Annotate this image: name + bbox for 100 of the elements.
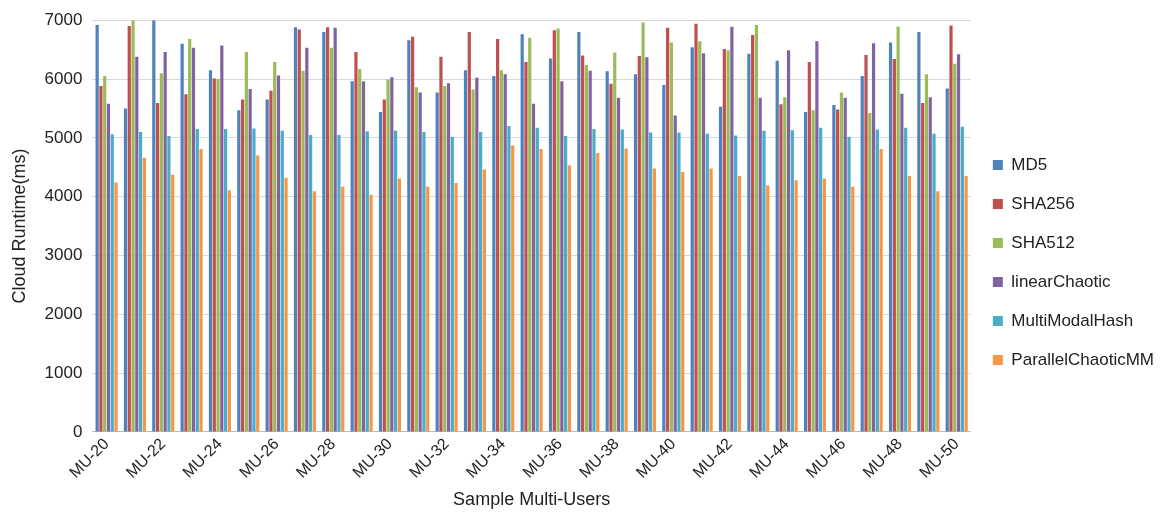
bar — [471, 89, 475, 432]
bar — [180, 43, 184, 432]
bar — [106, 103, 111, 432]
bar — [256, 155, 260, 432]
bar — [900, 93, 904, 432]
bar — [564, 136, 568, 432]
bar — [726, 50, 730, 432]
bar — [223, 129, 228, 432]
bar — [463, 70, 468, 432]
bar — [184, 94, 188, 432]
bar — [95, 24, 99, 432]
bar — [624, 148, 628, 432]
bar — [832, 104, 836, 432]
bar — [730, 26, 734, 432]
legend-label: MD5 — [1011, 154, 1048, 174]
bar — [435, 92, 439, 432]
bar — [924, 74, 929, 432]
bar — [807, 61, 811, 432]
bar — [191, 47, 196, 432]
bar — [949, 25, 953, 432]
bar — [803, 111, 808, 432]
bar — [329, 47, 333, 432]
bar — [248, 89, 252, 432]
y-tick-label: 6000 — [44, 68, 83, 88]
bar — [819, 127, 823, 432]
bar — [422, 131, 426, 432]
bar — [499, 70, 504, 432]
bar — [212, 78, 216, 432]
bar — [645, 57, 649, 432]
bar — [836, 109, 840, 432]
bar — [293, 27, 298, 432]
bar — [722, 49, 726, 432]
bar — [701, 53, 706, 432]
bar — [677, 132, 681, 432]
bar — [167, 136, 171, 432]
bar — [839, 92, 844, 432]
bar — [411, 36, 415, 432]
y-tick-label: 0 — [72, 421, 83, 441]
bar — [273, 61, 277, 432]
bar — [747, 53, 751, 432]
bar — [917, 31, 921, 432]
bar — [851, 186, 855, 432]
bar — [418, 92, 422, 432]
bar — [467, 31, 471, 432]
bar — [964, 176, 968, 432]
bar — [326, 27, 330, 432]
bar — [341, 186, 345, 432]
bar — [535, 127, 539, 432]
bar — [511, 145, 515, 432]
bar — [208, 70, 213, 432]
bar — [450, 136, 454, 432]
bar — [337, 134, 341, 432]
y-tick-label: 1000 — [44, 362, 83, 382]
bar — [297, 29, 301, 432]
bar — [754, 24, 759, 432]
bar — [921, 103, 925, 432]
bar — [322, 31, 326, 432]
bar — [758, 97, 762, 432]
legend-label: SHA512 — [1011, 232, 1075, 252]
bar — [155, 103, 160, 432]
bar — [138, 131, 143, 432]
bar — [265, 99, 269, 432]
bar — [811, 110, 815, 432]
bar — [815, 41, 819, 432]
bar — [507, 126, 511, 432]
bar — [953, 63, 957, 432]
bar — [718, 106, 723, 432]
bar — [216, 79, 220, 432]
bar — [666, 27, 670, 432]
bar — [786, 50, 791, 432]
bar — [114, 182, 118, 432]
bar — [652, 168, 657, 432]
bar — [110, 134, 114, 432]
bar — [794, 180, 798, 432]
bar — [888, 42, 893, 432]
bar — [382, 99, 386, 432]
bar — [103, 76, 107, 432]
bar — [907, 176, 912, 432]
bar — [135, 56, 139, 432]
bar — [475, 77, 479, 432]
bar — [662, 84, 666, 432]
bar — [127, 26, 131, 432]
bar — [637, 56, 641, 432]
bar — [871, 43, 876, 432]
bar — [237, 110, 241, 432]
bar — [280, 130, 284, 432]
bar — [284, 177, 288, 432]
bar — [737, 176, 742, 432]
bar — [698, 41, 702, 432]
bar — [227, 190, 231, 432]
bar — [163, 51, 167, 432]
bar — [199, 149, 203, 432]
bar — [159, 73, 163, 432]
bar — [220, 45, 224, 432]
bar — [879, 149, 883, 432]
bar — [609, 83, 613, 432]
bar — [312, 191, 316, 432]
bar — [548, 58, 553, 432]
bar — [386, 79, 390, 432]
bar — [860, 76, 864, 432]
